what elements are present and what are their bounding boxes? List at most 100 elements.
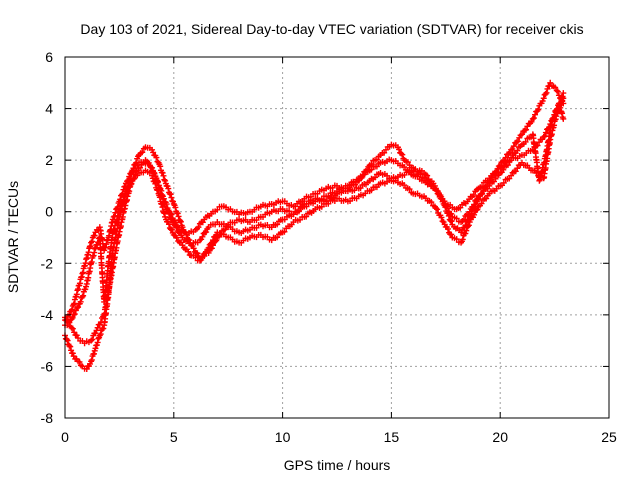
data-point-marker	[196, 257, 203, 264]
data-point-marker	[97, 319, 104, 326]
data-point-marker	[465, 222, 472, 229]
y-tick-label: 2	[45, 152, 53, 168]
data-point-marker	[88, 238, 95, 245]
y-tick-label: -2	[41, 255, 54, 271]
data-point-marker	[281, 228, 288, 235]
data-point-marker	[512, 168, 519, 175]
data-point-marker	[199, 233, 206, 240]
data-point-marker	[110, 226, 117, 233]
data-point-marker	[155, 182, 162, 189]
x-tick-label: 20	[492, 429, 508, 445]
data-point-marker	[474, 206, 481, 213]
data-point-marker	[128, 170, 135, 177]
data-point-marker	[437, 192, 444, 199]
data-point-marker	[76, 358, 83, 365]
data-point-marker	[529, 115, 536, 122]
data-point-marker	[69, 314, 76, 321]
data-point-marker	[522, 138, 529, 145]
data-point-marker	[453, 215, 460, 222]
data-point-marker	[67, 343, 74, 350]
data-point-marker	[137, 164, 144, 171]
data-point-marker	[131, 171, 138, 178]
data-point-marker	[542, 91, 549, 98]
data-point-marker	[373, 156, 380, 163]
data-point-marker	[448, 210, 455, 217]
data-point-marker	[479, 190, 486, 197]
data-point-marker	[295, 208, 302, 215]
data-point-marker	[168, 226, 175, 233]
data-point-marker	[203, 229, 210, 236]
data-point-marker	[560, 115, 567, 122]
data-point-marker	[518, 131, 525, 138]
data-point-marker	[68, 306, 75, 313]
data-point-marker	[131, 175, 138, 182]
data-point-marker	[466, 219, 473, 226]
data-point-marker	[177, 218, 184, 225]
data-point-marker	[439, 218, 446, 225]
data-point-marker	[79, 293, 86, 300]
data-point-marker	[168, 194, 175, 201]
data-point-marker	[124, 178, 131, 185]
data-point-marker	[165, 185, 172, 192]
data-point-marker	[396, 146, 403, 153]
data-point-marker	[199, 254, 206, 261]
data-point-marker	[540, 133, 547, 140]
data-point-marker	[77, 298, 84, 305]
data-point-marker	[112, 222, 119, 229]
data-point-marker	[552, 84, 559, 91]
data-point-marker	[434, 206, 441, 213]
x-axis-tick-labels: 0 5 10 15 20 25	[61, 429, 617, 445]
data-point-marker	[71, 311, 78, 318]
data-point-marker	[203, 249, 210, 256]
data-point-marker	[213, 232, 220, 239]
data-point-marker	[88, 358, 95, 365]
data-point-marker	[493, 169, 500, 176]
data-point-marker	[174, 223, 181, 230]
data-point-marker	[158, 187, 165, 194]
data-point-marker	[80, 292, 87, 299]
data-point-marker	[462, 230, 469, 237]
data-point-marker	[539, 97, 546, 104]
data-point-marker	[399, 151, 406, 158]
y-tick-label: 0	[45, 204, 53, 220]
data-point-marker	[64, 337, 71, 344]
data-point-marker	[559, 93, 566, 100]
data-point-marker	[212, 233, 219, 240]
data-point-marker	[438, 214, 445, 221]
data-point-marker	[532, 111, 539, 118]
y-tick-label: 6	[45, 49, 53, 65]
data-point-marker	[91, 232, 98, 239]
data-points-layer	[62, 79, 567, 373]
data-point-marker	[464, 223, 471, 230]
data-point-marker	[466, 208, 473, 215]
data-point-marker	[543, 89, 550, 96]
data-point-marker	[160, 195, 167, 202]
x-tick-label: 25	[601, 429, 617, 445]
data-point-marker	[194, 250, 201, 257]
data-point-marker	[100, 325, 107, 332]
data-point-marker	[153, 154, 160, 161]
data-point-marker	[88, 337, 95, 344]
data-point-marker	[157, 163, 164, 170]
y-axis-tick-labels: -8 -6 -4 -2 0 2 4 6	[41, 49, 54, 426]
data-point-marker	[177, 217, 184, 224]
data-point-marker	[542, 129, 549, 136]
data-point-marker	[69, 350, 76, 357]
x-tick-label: 10	[275, 429, 291, 445]
data-point-marker	[94, 324, 101, 331]
y-axis-title: SDTVAR / TECUs	[5, 181, 21, 293]
data-point-marker	[151, 169, 158, 176]
chart-title: Day 103 of 2021, Sidereal Day-to-day VTE…	[80, 21, 583, 37]
data-point-marker	[172, 204, 179, 211]
data-point-marker	[453, 236, 460, 243]
data-point-marker	[448, 231, 455, 238]
data-point-marker	[458, 229, 465, 236]
data-point-marker	[554, 106, 561, 112]
data-point-marker	[168, 211, 175, 218]
data-point-marker	[195, 224, 202, 231]
data-point-marker	[474, 196, 481, 203]
data-point-marker	[128, 181, 135, 188]
y-tick-label: -4	[41, 307, 54, 323]
x-tick-label: 5	[170, 429, 178, 445]
data-point-marker	[404, 159, 411, 166]
